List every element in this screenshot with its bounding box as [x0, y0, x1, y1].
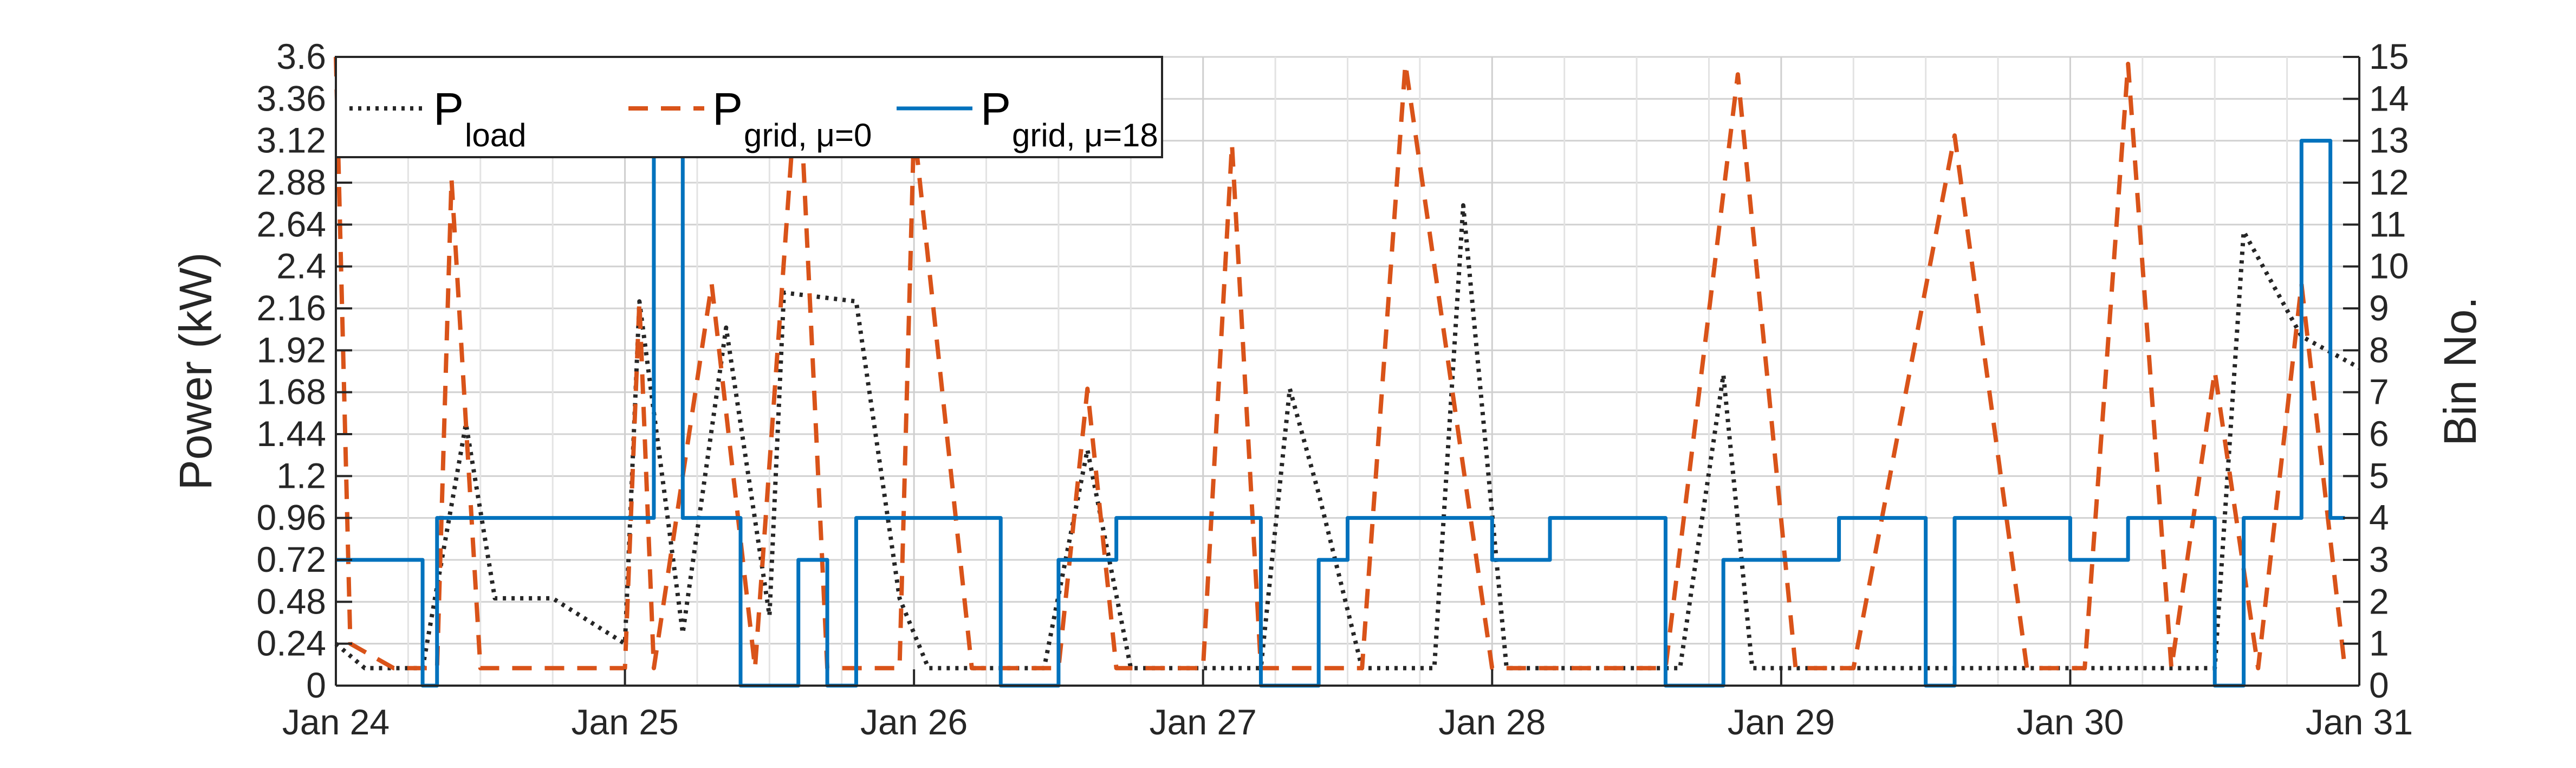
y2-tick-label: 1 [2369, 623, 2389, 663]
y-tick-label: 3.36 [257, 78, 326, 118]
y2-tick-label: 7 [2369, 372, 2389, 412]
y2-tick-label: 4 [2369, 498, 2389, 538]
y2-tick-label: 10 [2369, 246, 2409, 286]
legend-label-sub: grid, μ=0 [744, 117, 872, 153]
y-tick-label: 2.16 [257, 288, 326, 328]
y2-axis-title: Bin No. [2435, 296, 2486, 446]
y-axis-title: Power (kW) [170, 253, 221, 491]
y-tick-label: 2.64 [257, 204, 326, 244]
axes: 00.240.480.720.961.21.441.681.922.162.42… [170, 36, 2486, 742]
legend-label-sub: grid, μ=18 [1012, 117, 1158, 153]
x-tick-label: Jan 28 [1438, 702, 1546, 742]
y-tick-label: 3.6 [276, 36, 326, 76]
x-tick-label: Jan 24 [282, 702, 390, 742]
x-tick-label: Jan 26 [860, 702, 968, 742]
y-tick-label: 0 [306, 665, 326, 705]
y-tick-label: 1.92 [257, 330, 326, 370]
y-tick-label: 2.4 [276, 246, 326, 286]
y-tick-label: 3.12 [257, 120, 326, 160]
x-tick-label: Jan 30 [2016, 702, 2124, 742]
y2-tick-label: 13 [2369, 120, 2409, 160]
y-tick-label: 0.72 [257, 539, 326, 579]
y2-tick-label: 9 [2369, 288, 2389, 328]
y-tick-label: 1.44 [257, 414, 326, 454]
x-tick-label: Jan 29 [1728, 702, 1835, 742]
y2-tick-label: 0 [2369, 665, 2389, 705]
y2-tick-label: 11 [2369, 204, 2406, 244]
grid-lines [335, 56, 2360, 687]
y2-tick-label: 5 [2369, 455, 2389, 495]
legend-box [335, 56, 1163, 158]
y-tick-label: 1.68 [257, 372, 326, 412]
y2-tick-label: 2 [2369, 581, 2389, 621]
x-tick-label: Jan 25 [571, 702, 678, 742]
y2-tick-label: 6 [2369, 414, 2389, 454]
legend-label-main: P [712, 83, 743, 134]
y2-tick-label: 3 [2369, 539, 2389, 579]
y-tick-label: 1.2 [276, 455, 326, 495]
x-tick-label: Jan 31 [2306, 702, 2413, 742]
y-tick-label: 0.96 [257, 498, 326, 538]
y2-tick-label: 14 [2369, 78, 2409, 118]
y-tick-label: 2.88 [257, 162, 326, 202]
y-tick-label: 0.48 [257, 581, 326, 621]
y2-tick-label: 8 [2369, 330, 2389, 370]
x-tick-label: Jan 27 [1150, 702, 1257, 742]
legend-label-main: P [981, 83, 1011, 134]
y-tick-label: 0.24 [257, 623, 326, 663]
legend-label-main: P [433, 83, 464, 134]
legend-label-sub: load [465, 117, 526, 153]
y2-tick-label: 15 [2369, 36, 2409, 76]
y2-tick-label: 12 [2369, 162, 2409, 202]
